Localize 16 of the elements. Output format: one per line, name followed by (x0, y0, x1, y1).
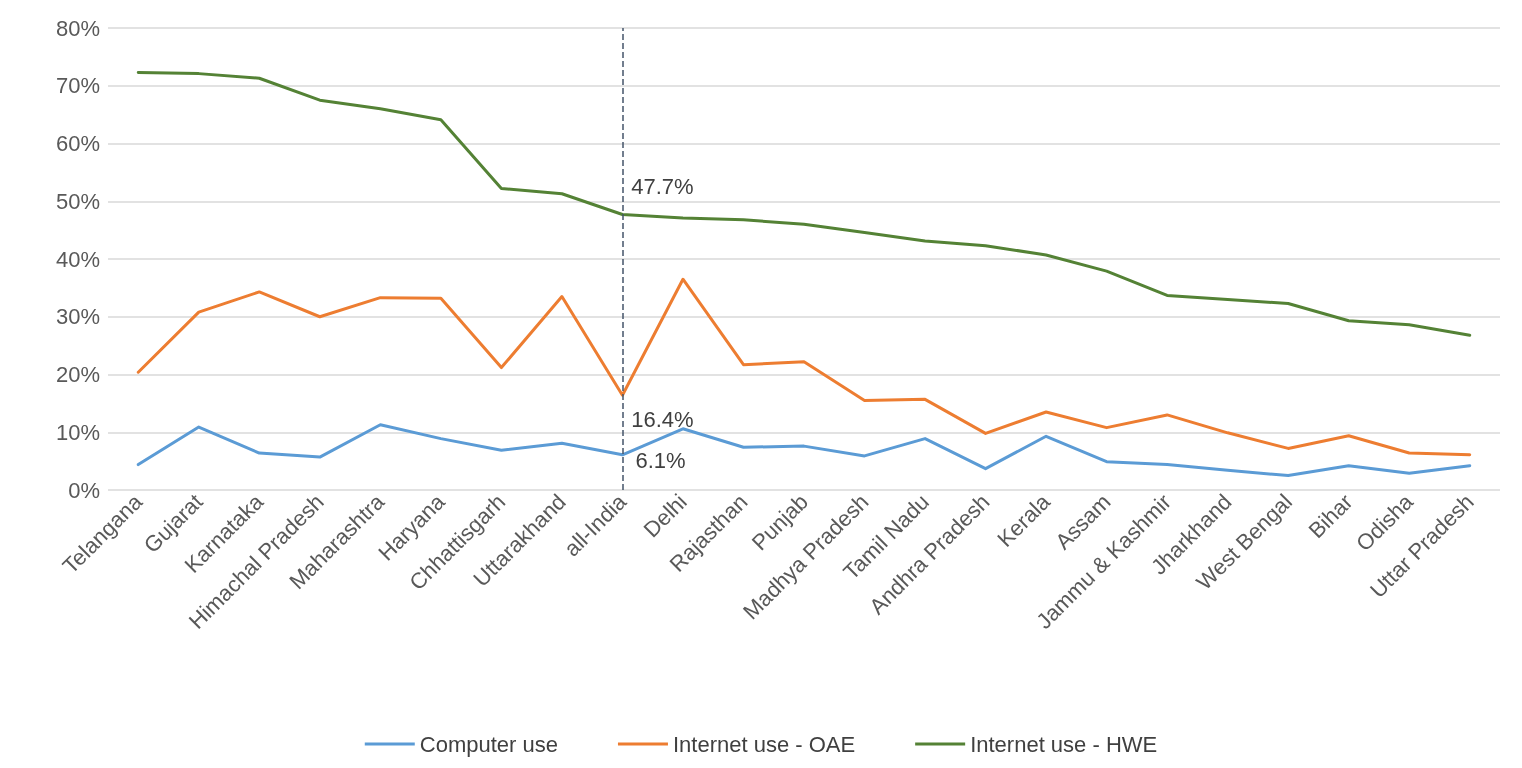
line-series (136, 70, 1472, 337)
y-tick-label: 70% (55, 73, 100, 99)
legend-label: Internet use - HWE (970, 731, 1158, 757)
legend-label: Internet use - OAE (672, 731, 856, 757)
y-tick-label: 30% (55, 304, 100, 330)
legend-label: Computer use (419, 731, 558, 757)
y-tick-label: 40% (55, 246, 100, 272)
y-tick-label: 20% (55, 362, 100, 387)
y-tick-label: 10% (55, 419, 100, 445)
data-label: 6.1% (635, 448, 686, 474)
y-tick-label: 50% (55, 188, 100, 214)
y-tick-label: 0% (68, 477, 100, 503)
data-label: 16.4% (631, 406, 694, 432)
y-tick-label: 80% (55, 15, 100, 41)
y-tick-label: 60% (55, 131, 100, 156)
data-label: 47.7% (631, 174, 694, 200)
